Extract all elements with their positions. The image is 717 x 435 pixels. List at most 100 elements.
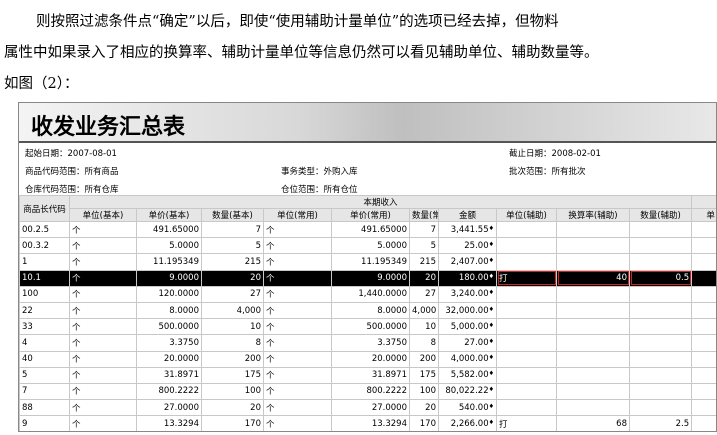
table-cell: 20.0000: [136, 350, 202, 368]
table-cell: [691, 350, 716, 368]
table-cell: [628, 382, 693, 401]
table-cell: 个: [69, 237, 137, 255]
info-field: 批次范围：所有批次: [509, 167, 586, 177]
table-cell: [628, 318, 693, 336]
table-cell: 个: [263, 285, 332, 303]
info-field: 截止日期：2008-02-01: [509, 149, 601, 159]
table-cell: 11.195349: [331, 253, 410, 271]
table-cell: 10.1: [19, 269, 70, 287]
table-cell: 40: [556, 269, 630, 287]
table-cell: 00.3.2: [19, 237, 70, 255]
table-cell: 4,000: [409, 301, 439, 320]
table-cell: [691, 237, 716, 255]
table-cell: 215: [201, 253, 264, 271]
table-cell: 个: [263, 334, 332, 352]
table-cell: 个: [263, 382, 332, 401]
table-cell: 个: [69, 334, 137, 352]
table-cell: [496, 285, 557, 303]
table-cell: 个: [69, 253, 137, 271]
header-cell: 数量(辅助): [628, 208, 693, 222]
table-cell: 7: [19, 382, 70, 401]
table-cell: 个: [69, 220, 137, 239]
table-cell: 3.3750: [136, 334, 202, 352]
header-cell: 单价(基本): [136, 208, 202, 222]
info-field: 仓位范围：所有仓位: [281, 185, 358, 195]
table-cell: [496, 399, 557, 417]
table-cell: [628, 301, 693, 320]
table-cell: [556, 350, 630, 368]
table-cell: 27: [409, 285, 439, 303]
table-cell: [556, 220, 630, 239]
table-cell: 20: [409, 399, 439, 417]
table-cell: 0.5: [628, 269, 693, 287]
table-cell: 5.0000: [136, 237, 202, 255]
table-cell: 个: [263, 301, 332, 320]
table-cell: 10: [201, 318, 264, 336]
table-cell: 个: [69, 269, 137, 287]
table-cell: [556, 366, 630, 384]
table-cell: 20: [201, 399, 264, 417]
header-cell: 数量(常用): [409, 208, 439, 222]
table-row: 88 个 27.0000 20 个 27.0000 20 540.00: [19, 399, 716, 417]
table-cell: 个: [263, 269, 332, 287]
table-cell: 27.0000: [136, 399, 202, 417]
table-cell: [496, 301, 557, 320]
table-cell: 9.0000: [331, 269, 410, 287]
table-cell: 5,000.00: [438, 318, 497, 336]
table-cell: 120.0000: [136, 285, 202, 303]
table-cell: 5: [201, 237, 264, 255]
table-cell: 13.3294: [331, 415, 410, 431]
table-cell: 5,582.00: [438, 366, 497, 384]
info-field: 事务类型：外购入库: [281, 167, 358, 177]
table-cell: 个: [69, 415, 137, 431]
table-row: 7 个 800.2222 100 个 800.2222 100 80,022.22: [19, 382, 716, 401]
table-cell: 7: [201, 220, 264, 239]
header-cell: 金额: [438, 208, 497, 222]
report-title: 收发业务汇总表: [19, 103, 716, 143]
table-cell: 25.00: [438, 237, 497, 255]
table-cell: [691, 366, 716, 384]
table-cell: [691, 318, 716, 336]
header-row: 商品长代码 本期收入: [19, 195, 716, 222]
table-cell: 175: [409, 366, 439, 384]
table-cell: 2,266.00: [438, 415, 497, 431]
table-cell: 100: [409, 382, 439, 401]
table-cell: 个: [69, 301, 137, 320]
table-cell: 27.00: [438, 334, 497, 352]
table-cell: [691, 399, 716, 417]
info-field: 商品代码范围：所有商品: [25, 167, 119, 177]
table-cell: 8: [201, 334, 264, 352]
table-cell: [628, 220, 693, 239]
header-row: 单位(基本)单价(基本)数量(基本)单位(常用)单价(常用)数量(常用)金额单位…: [20, 208, 716, 222]
table-cell: 500.0000: [136, 318, 202, 336]
table-cell: 180.00: [438, 269, 497, 287]
header-cell: 数量(基本): [201, 208, 264, 222]
table-cell: 5: [409, 237, 439, 255]
table-cell: 1: [19, 253, 70, 271]
table-cell: 68: [556, 415, 630, 431]
header-cell: [691, 195, 716, 209]
table-cell: 4,000.00: [438, 350, 497, 368]
table-cell: 个: [263, 237, 332, 255]
table-cell: [556, 301, 630, 320]
table-cell: 个: [263, 399, 332, 417]
table-cell: 491.65000: [331, 220, 410, 239]
table-cell: [556, 382, 630, 401]
paragraph: 如图（2）：: [4, 76, 79, 92]
table-cell: 13.3294: [136, 415, 202, 431]
table-cell: 个: [263, 366, 332, 384]
table-row: 5 个 31.8971 175 个 31.8971 175 5,582.00: [19, 366, 716, 384]
table-cell: 打: [496, 415, 557, 431]
table-cell: 4: [19, 334, 70, 352]
table-cell: 个: [263, 318, 332, 336]
table-cell: 170: [201, 415, 264, 431]
table-cell: [496, 382, 557, 401]
table-cell: [496, 220, 557, 239]
header-cell: 商品长代码: [19, 195, 70, 222]
table-cell: [496, 237, 557, 255]
table-cell: 11.195349: [136, 253, 202, 271]
table-cell: 100: [19, 285, 70, 303]
table-cell: 1,440.0000: [331, 285, 410, 303]
table-cell: 32,000.00: [438, 301, 497, 320]
table-cell: 个: [69, 285, 137, 303]
